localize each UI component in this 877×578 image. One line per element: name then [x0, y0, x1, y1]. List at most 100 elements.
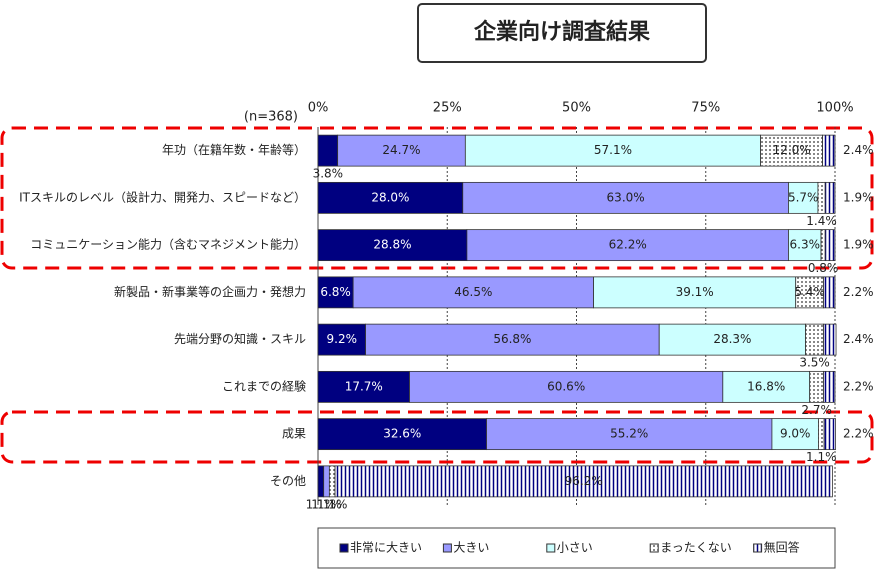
- data-label: 6.8%: [320, 285, 351, 299]
- bar-segment: [317, 181, 464, 214]
- bar-segment: [334, 465, 833, 498]
- bar-segment: [771, 418, 819, 451]
- data-label: 96.2%: [565, 474, 603, 488]
- data-label: 3.8%: [313, 167, 344, 181]
- title-box: [417, 3, 707, 63]
- data-label: 1.9%: [843, 238, 874, 252]
- data-label: 39.1%: [676, 285, 714, 299]
- bar-segment: [466, 229, 789, 262]
- data-label: 62.2%: [609, 238, 647, 252]
- bar-segment: [722, 370, 811, 403]
- data-label: 9.2%: [327, 332, 358, 346]
- legend-box: [317, 527, 836, 569]
- data-label: 5.4%: [794, 285, 825, 299]
- category-label: その他: [270, 474, 306, 488]
- data-label: 55.2%: [610, 427, 648, 441]
- data-label: 2.2%: [843, 379, 874, 393]
- bar-segment: [820, 229, 826, 262]
- data-label: 28.3%: [713, 332, 751, 346]
- category-label: 年功（在籍年数・年齢等）: [162, 142, 306, 157]
- bar-segment: [824, 229, 836, 262]
- highlight-boxes: [0, 126, 874, 464]
- data-label: 1.9%: [843, 190, 874, 204]
- data-label: 2.4%: [843, 143, 874, 157]
- data-label: 12.0%: [773, 143, 811, 157]
- data-label: 9.0%: [780, 427, 811, 441]
- legend-label: まったくない: [660, 541, 732, 555]
- data-label: 17.7%: [345, 379, 383, 393]
- category-label: これまでの経験: [222, 378, 306, 393]
- data-label: 46.5%: [454, 285, 492, 299]
- bar-segment: [822, 134, 836, 167]
- bar-segment: [317, 370, 410, 403]
- bar-segment: [409, 370, 724, 403]
- data-label: 1.4%: [806, 214, 837, 228]
- data-label: 2.2%: [843, 427, 874, 441]
- bar-segment: [323, 465, 330, 498]
- x-tick-label: 100%: [816, 101, 853, 116]
- bar-segment: [317, 229, 468, 262]
- x-tick-label: 0%: [308, 101, 329, 116]
- data-label: 5.7%: [788, 190, 819, 204]
- data-label: 16.8%: [747, 379, 785, 393]
- data-label: 63.0%: [607, 190, 645, 204]
- bar-segment: [317, 276, 354, 309]
- data-label: 3.5%: [799, 356, 830, 370]
- bar-segment: [823, 276, 836, 309]
- bar-segment: [317, 465, 325, 498]
- category-label: コミュニケーション能力（含むマネジメント能力）: [30, 237, 306, 252]
- data-label: 1.1%: [306, 497, 337, 511]
- legend-label: 小さい: [557, 541, 593, 555]
- data-label: 28.8%: [373, 238, 411, 252]
- legend-swatch: [649, 543, 659, 553]
- bar-segment: [365, 323, 660, 356]
- bar-segment: [658, 323, 806, 356]
- data-label: 6.3%: [790, 238, 821, 252]
- data-label: 2.4%: [843, 332, 874, 346]
- data-label: 1.1%: [806, 450, 837, 464]
- legend-swatch: [546, 543, 556, 553]
- bar-segment: [317, 323, 366, 356]
- bar-segment: [593, 276, 797, 309]
- legend-swatch: [753, 543, 763, 553]
- bar-segment: [824, 181, 836, 214]
- bar-segment: [823, 370, 836, 403]
- bar-segment: [352, 276, 594, 309]
- data-label: 32.6%: [383, 427, 421, 441]
- data-label: 1.1%: [311, 497, 342, 511]
- data-label: 24.7%: [382, 143, 420, 157]
- bar-segment: [464, 134, 761, 167]
- data-label: 0.8%: [808, 261, 839, 275]
- bar-segment: [788, 181, 819, 214]
- sample-note: (n=368): [244, 110, 298, 125]
- legend-swatch: [442, 543, 452, 553]
- data-label: 2.2%: [843, 285, 874, 299]
- bar-segment: [486, 418, 773, 451]
- legend-label: 大きい: [453, 541, 489, 555]
- category-label: 成果: [282, 427, 306, 441]
- data-label: 1.1%: [317, 497, 348, 511]
- data-label: 60.6%: [547, 379, 585, 393]
- category-label: 先端分野の知識・スキル: [174, 332, 306, 346]
- title: 企業向け調査結果: [473, 19, 650, 45]
- x-tick-label: 25%: [433, 101, 462, 116]
- bar-segment: [817, 181, 826, 214]
- bar-segment: [818, 418, 825, 451]
- data-label: 2.7%: [801, 403, 832, 417]
- category-label: 新製品・新事業等の企画力・発想力: [114, 284, 306, 299]
- bar-segment: [809, 370, 825, 403]
- bar-segment: [805, 323, 825, 356]
- bar-segment: [462, 181, 789, 214]
- bar-segment: [760, 134, 823, 167]
- legend-label: 無回答: [764, 540, 800, 555]
- legend-label: 非常に大きい: [350, 541, 422, 555]
- bar-segment: [823, 418, 836, 451]
- x-tick-label: 75%: [691, 101, 720, 116]
- bar-segment: [328, 465, 336, 498]
- x-tick-label: 50%: [562, 101, 591, 116]
- data-label: 56.8%: [493, 332, 531, 346]
- bar-segment: [317, 134, 339, 167]
- bar-segment: [823, 323, 837, 356]
- category-label: ITスキルのレベル（設計力、開発力、スピードなど）: [19, 189, 306, 204]
